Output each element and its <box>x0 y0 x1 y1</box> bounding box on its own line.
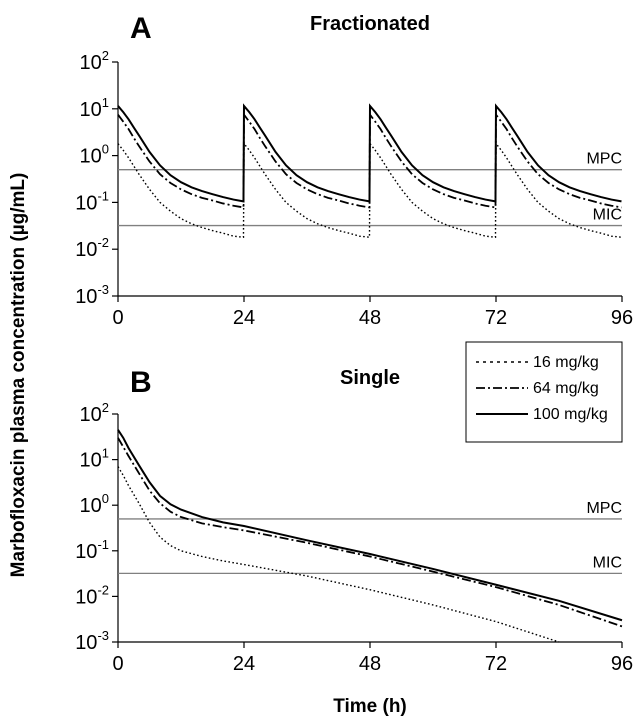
x-tick-label-a: 96 <box>611 307 633 329</box>
ref-label-mic-a: MIC <box>593 207 622 224</box>
legend: 16 mg/kg 64 mg/kg 100 mg/kg <box>465 341 623 443</box>
legend-label-dotted: 16 mg/kg <box>533 354 599 371</box>
y-tick-exponent: -1 <box>97 537 109 552</box>
ref-label-mic-b: MIC <box>593 554 622 571</box>
y-tick-exponent: 1 <box>102 95 109 110</box>
series-line-solid-a <box>117 103 622 203</box>
panel-letter-a: A <box>130 12 152 45</box>
y-tick-label-b: 10-2 <box>75 582 109 608</box>
y-tick-exponent: 0 <box>102 142 109 157</box>
y-tick-exponent: 2 <box>102 48 109 63</box>
y-tick-exponent: 2 <box>102 400 109 415</box>
y-tick-exponent: -3 <box>97 282 109 297</box>
y-axis-title: Marbofloxacin plasma concentration (µg/m… <box>8 173 29 578</box>
series-line-solid-b <box>117 429 623 622</box>
x-tick-label-b: 72 <box>485 653 507 675</box>
legend-box <box>465 341 623 443</box>
x-tick-label-b: 48 <box>359 653 381 675</box>
y-tick-label-b: 10-3 <box>75 628 109 654</box>
y-tick-label-a: 102 <box>80 48 109 74</box>
ref-label-mpc-a: MPC <box>586 151 622 168</box>
x-tick-label-a: 72 <box>485 307 507 329</box>
y-tick-exponent: -2 <box>97 582 109 597</box>
panel-title-a: Fractionated <box>310 13 430 35</box>
x-tick-label-b: 24 <box>233 653 255 675</box>
x-tick-label-b: 0 <box>112 653 123 675</box>
y-tick-label-b: 102 <box>80 400 109 426</box>
x-axis-title: Time (h) <box>333 696 407 717</box>
panel-letter-b: B <box>130 366 152 399</box>
y-tick-exponent: 0 <box>102 491 109 506</box>
y-tick-label-a: 10-1 <box>75 188 109 214</box>
x-tick-label-a: 48 <box>359 307 381 329</box>
x-tick-label-b: 96 <box>611 653 633 675</box>
y-tick-label-a: 101 <box>80 95 109 121</box>
y-tick-exponent: -1 <box>97 188 109 203</box>
x-tick-label-a: 0 <box>112 307 123 329</box>
y-tick-exponent: -2 <box>97 235 109 250</box>
series-line-dotted-b <box>117 466 560 643</box>
y-tick-label-a: 10-3 <box>75 282 109 308</box>
legend-label-dash-dot: 64 mg/kg <box>533 380 599 397</box>
y-tick-label-b: 10-1 <box>75 537 109 563</box>
y-tick-label-b: 101 <box>80 446 109 472</box>
series-line-dash-dot-b <box>117 437 623 628</box>
y-tick-exponent: 1 <box>102 446 109 461</box>
y-tick-label-a: 100 <box>80 142 109 168</box>
y-tick-label-a: 10-2 <box>75 235 109 261</box>
ref-label-mpc-b: MPC <box>586 500 622 517</box>
y-tick-label-b: 100 <box>80 491 109 517</box>
legend-label-solid: 100 mg/kg <box>533 406 608 423</box>
y-tick-exponent: -3 <box>97 628 109 643</box>
x-tick-label-a: 24 <box>233 307 255 329</box>
panel-title-b: Single <box>340 367 400 389</box>
